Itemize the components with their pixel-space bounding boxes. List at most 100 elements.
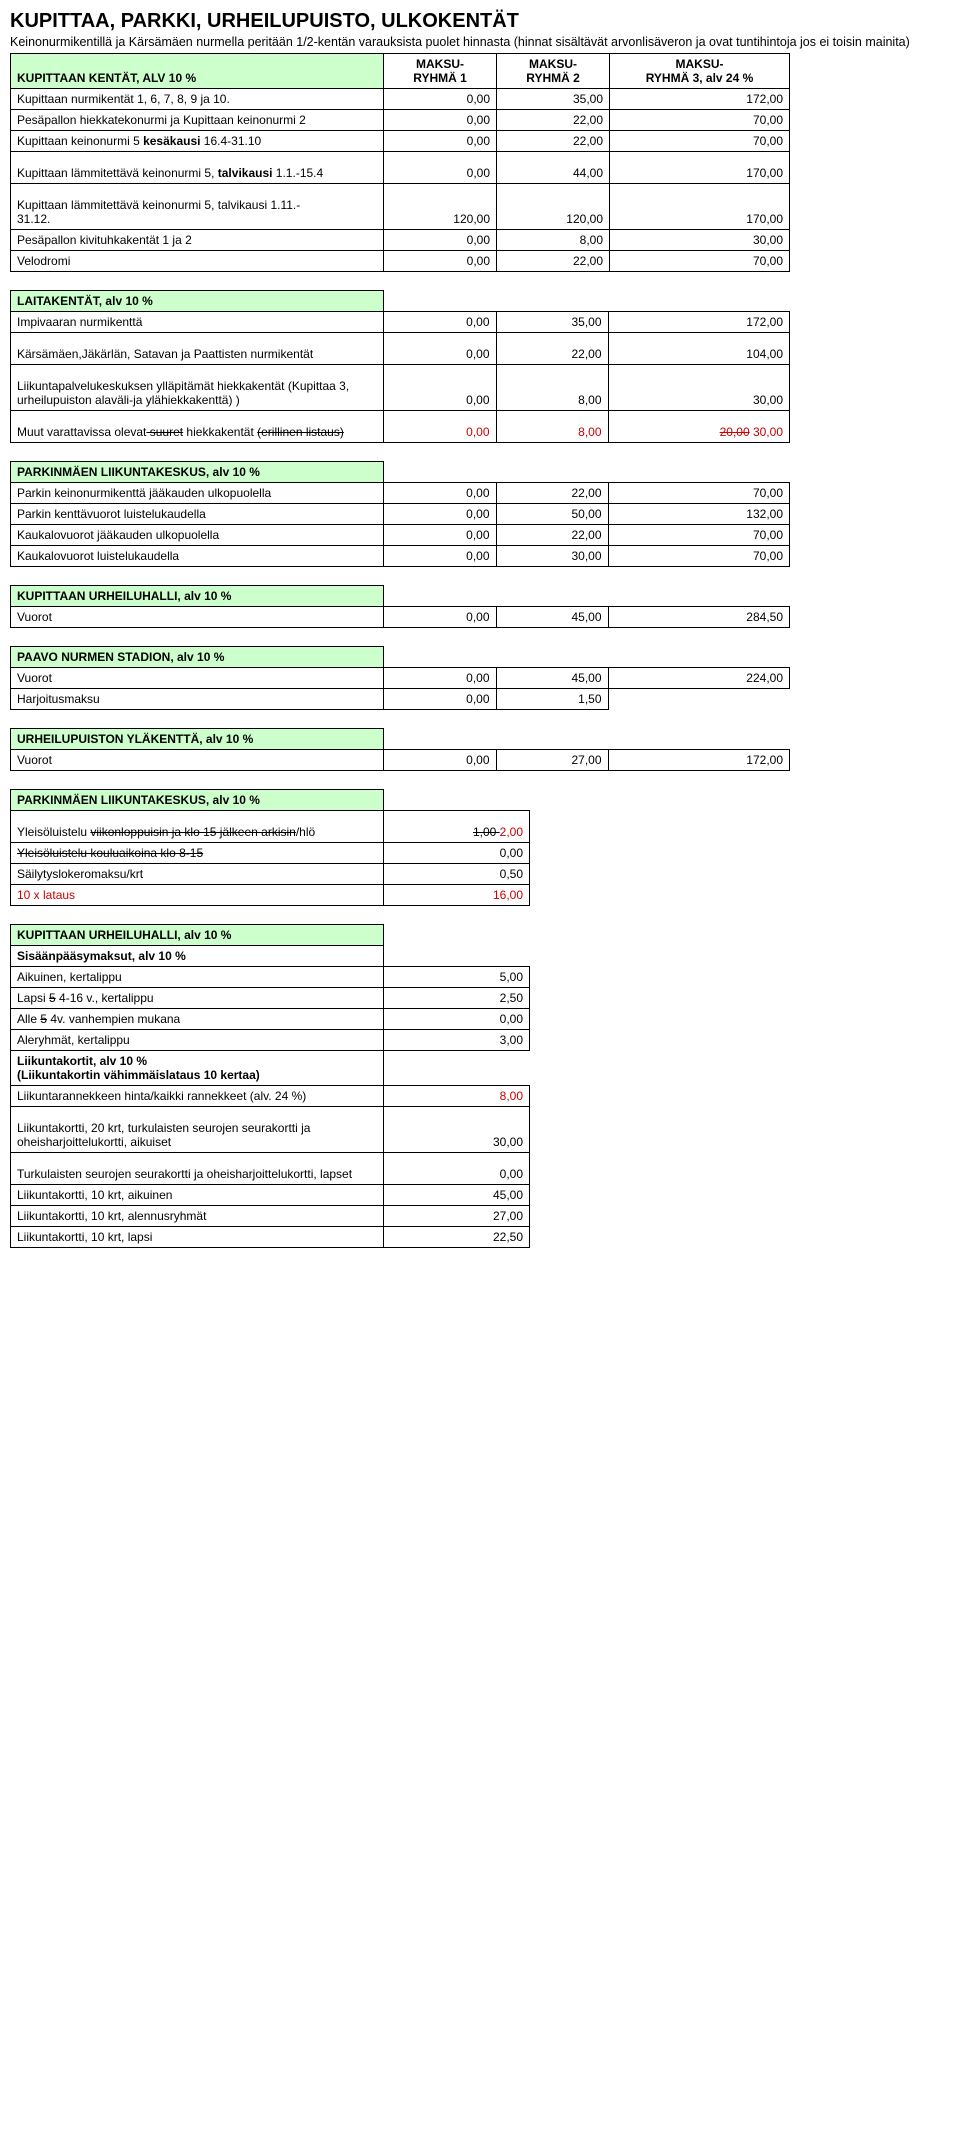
row-value: 27,00: [384, 1206, 530, 1227]
row-value: 22,00: [496, 525, 608, 546]
row-value: 172,00: [610, 89, 790, 110]
row-value: 22,00: [497, 131, 610, 152]
row-value: 70,00: [608, 546, 790, 567]
row-label: Vuorot: [11, 668, 384, 689]
row-value: 30,00: [496, 546, 608, 567]
row-label: Liikuntarannekkeen hinta/kaikki rannekke…: [11, 1086, 384, 1107]
row-value: 0,00: [384, 230, 497, 251]
row-label: Liikuntakortti, 10 krt, alennusryhmät: [11, 1206, 384, 1227]
table-row: Lapsi 5 4-16 v., kertalippu 2,50: [11, 988, 530, 1009]
row-label: 10 x lataus: [11, 885, 384, 906]
table-row: Parkin kenttävuorot luistelukaudella 0,0…: [11, 504, 790, 525]
row-label: Liikuntakortti, 20 krt, turkulaisten seu…: [11, 1107, 384, 1153]
table-row: Aikuinen, kertalippu 5,00: [11, 967, 530, 988]
row-label: Säilytyslokeromaksu/krt: [11, 864, 384, 885]
table-row: 10 x lataus 16,00: [11, 885, 530, 906]
row-value: 30,00: [610, 230, 790, 251]
row-value: 0,00: [384, 1009, 530, 1030]
row-value: 8,00: [384, 1086, 530, 1107]
row-value: 1,50: [496, 689, 608, 710]
row-label: Vuorot: [11, 750, 384, 771]
table-row: Säilytyslokeromaksu/krt 0,50: [11, 864, 530, 885]
section-header: PARKINMÄEN LIIKUNTAKESKUS, alv 10 %: [11, 790, 384, 811]
row-value: 35,00: [497, 89, 610, 110]
table-row: Kupittaan keinonurmi 5 kesäkausi 16.4-31…: [11, 131, 790, 152]
row-value: 0,00: [384, 483, 497, 504]
row-value: 70,00: [610, 251, 790, 272]
row-label: Vuorot: [11, 607, 384, 628]
row-value: 8,00: [497, 230, 610, 251]
table-row: Turkulaisten seurojen seurakortti ja ohe…: [11, 1153, 530, 1185]
row-value: 0,50: [384, 864, 530, 885]
row-value: [608, 689, 790, 710]
table-row: Liikuntakortti, 10 krt, alennusryhmät 27…: [11, 1206, 530, 1227]
row-label: Parkin kenttävuorot luistelukaudella: [11, 504, 384, 525]
table-row: Vuorot 0,00 27,00 172,00: [11, 750, 790, 771]
row-value: 170,00: [610, 152, 790, 184]
table-row: Vuorot 0,00 45,00 224,00: [11, 668, 790, 689]
row-label: Alle 5 4v. vanhempien mukana: [11, 1009, 384, 1030]
table-row: Pesäpallon hiekkatekonurmi ja Kupittaan …: [11, 110, 790, 131]
row-value: 0,00: [384, 750, 497, 771]
row-value: 1,00 2,00: [384, 811, 530, 843]
col-header-2: MAKSU-RYHMÄ 2: [497, 54, 610, 89]
row-label: Impivaaran nurmikenttä: [11, 312, 384, 333]
section-header: PARKINMÄEN LIIKUNTAKESKUS, alv 10 %: [11, 462, 384, 483]
row-label: Muut varattavissa olevat suuret hiekkake…: [11, 411, 384, 443]
row-value: 5,00: [384, 967, 530, 988]
row-value: 120,00: [384, 184, 497, 230]
row-value: 0,00: [384, 504, 497, 525]
row-value: 284,50: [608, 607, 790, 628]
row-value: 70,00: [608, 525, 790, 546]
row-value: 8,00: [496, 411, 608, 443]
table-row: Liikuntarannekkeen hinta/kaikki rannekke…: [11, 1086, 530, 1107]
row-label: Turkulaisten seurojen seurakortti ja ohe…: [11, 1153, 384, 1185]
row-value: 16,00: [384, 885, 530, 906]
table-row: Muut varattavissa olevat suuret hiekkake…: [11, 411, 790, 443]
row-label: Kaukalovuorot jääkauden ulkopuolella: [11, 525, 384, 546]
table-kupittaan-uh-2: KUPITTAAN URHEILUHALLI, alv 10 % Sisäänp…: [10, 924, 530, 1248]
table-row: Velodromi 0,00 22,00 70,00: [11, 251, 790, 272]
table-row: Liikuntakortti, 10 krt, lapsi 22,50: [11, 1227, 530, 1248]
row-label: Kupittaan lämmitettävä keinonurmi 5, tal…: [11, 152, 384, 184]
table-row: Kupittaan nurmikentät 1, 6, 7, 8, 9 ja 1…: [11, 89, 790, 110]
intro-text: Keinonurmikentillä ja Kärsämäen nurmella…: [10, 35, 950, 49]
row-label: Liikuntakortti, 10 krt, aikuinen: [11, 1185, 384, 1206]
section-header: LAITAKENTÄT, alv 10 %: [11, 291, 384, 312]
row-value: 172,00: [608, 312, 790, 333]
table-row: Kaukalovuorot luistelukaudella 0,00 30,0…: [11, 546, 790, 567]
table-row: Impivaaran nurmikenttä 0,00 35,00 172,00: [11, 312, 790, 333]
table-row: Vuorot 0,00 45,00 284,50: [11, 607, 790, 628]
row-value: 20,00 30,00: [608, 411, 790, 443]
row-label: Pesäpallon kivituhkakentät 1 ja 2: [11, 230, 384, 251]
row-label: Liikuntapalvelukeskuksen ylläpitämät hie…: [11, 365, 384, 411]
row-value: 2,50: [384, 988, 530, 1009]
row-value: 0,00: [384, 1153, 530, 1185]
row-value: 45,00: [496, 607, 608, 628]
row-label: Velodromi: [11, 251, 384, 272]
row-value: 0,00: [384, 546, 497, 567]
row-value: 172,00: [608, 750, 790, 771]
row-value: 0,00: [384, 89, 497, 110]
row-label: Aikuinen, kertalippu: [11, 967, 384, 988]
row-value: 0,00: [384, 110, 497, 131]
section-header: URHEILUPUISTON YLÄKENTTÄ, alv 10 %: [11, 729, 384, 750]
row-value: 170,00: [610, 184, 790, 230]
row-label: Kaukalovuorot luistelukaudella: [11, 546, 384, 567]
table-kupittaan-uh: KUPITTAAN URHEILUHALLI, alv 10 % Vuorot …: [10, 585, 790, 628]
row-value: 70,00: [610, 110, 790, 131]
col-header-3: MAKSU-RYHMÄ 3, alv 24 %: [610, 54, 790, 89]
header-kupittaan: KUPITTAAN KENTÄT, ALV 10 %: [11, 54, 384, 89]
row-value: 120,00: [497, 184, 610, 230]
row-label: Kupittaan nurmikentät 1, 6, 7, 8, 9 ja 1…: [11, 89, 384, 110]
table-row: Kupittaan lämmitettävä keinonurmi 5, tal…: [11, 184, 790, 230]
table-ylakentta: URHEILUPUISTON YLÄKENTTÄ, alv 10 % Vuoro…: [10, 728, 790, 771]
table-row: Liikuntapalvelukeskuksen ylläpitämät hie…: [11, 365, 790, 411]
row-label: Parkin keinonurmikenttä jääkauden ulkopu…: [11, 483, 384, 504]
row-value: 0,00: [384, 152, 497, 184]
row-value: 0,00: [384, 668, 497, 689]
row-value: 44,00: [497, 152, 610, 184]
row-label: Kupittaan keinonurmi 5 kesäkausi 16.4-31…: [11, 131, 384, 152]
row-label: Kupittaan lämmitettävä keinonurmi 5, tal…: [11, 184, 384, 230]
section-header: KUPITTAAN URHEILUHALLI, alv 10 %: [11, 925, 384, 946]
